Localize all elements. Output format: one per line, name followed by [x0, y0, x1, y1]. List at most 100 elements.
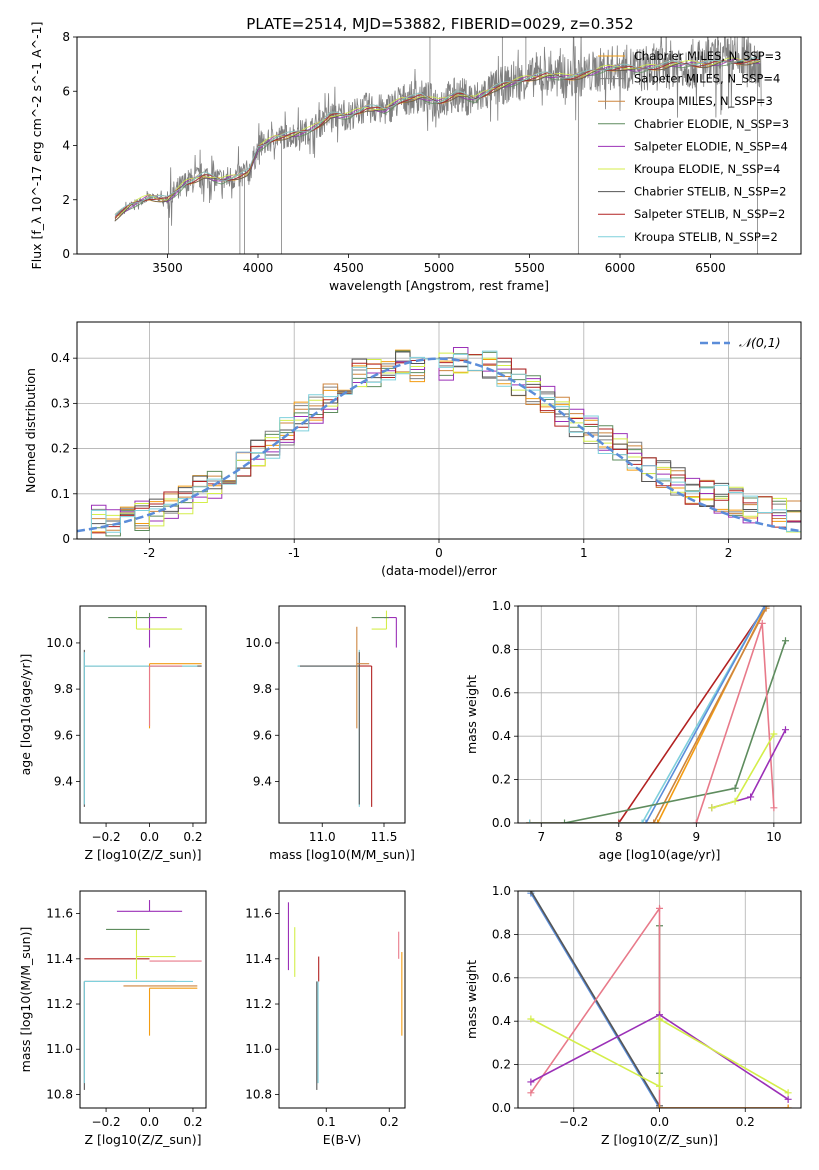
data-point-marker: [781, 726, 789, 734]
data-point-marker: [784, 1095, 792, 1103]
y-tick-label: 0.3: [51, 396, 70, 410]
x-tick-label: 0.2: [183, 1115, 202, 1129]
axes-frame: [517, 605, 802, 824]
data-point-marker: [761, 606, 769, 610]
data-point-marker: [770, 804, 778, 812]
data-point-marker: [638, 819, 646, 823]
x-tick-label: 0.1: [317, 1115, 336, 1129]
data-point-marker: [527, 1089, 535, 1097]
data-point-marker: [784, 1089, 792, 1097]
x-tick-label: 11.5: [371, 830, 398, 844]
errorbar-group: [287, 902, 403, 1090]
data-point-marker: [656, 1015, 663, 1023]
legend-label: Kroupa ELODIE, N_SSP=4: [634, 162, 780, 176]
mass-weight-vs-metallicity-plot: −0.2 0.0 0.2 0.0 0.2 0.4 0.6 0.8 1.0 Z [log10(Z/Z…: [464, 884, 802, 1147]
y-tick-label: 9.6: [253, 728, 272, 742]
axes-frame: [76, 36, 802, 255]
y-axis-label: mass weight: [464, 960, 479, 1039]
legend-label: Salpeter ELODIE, N_SSP=4: [634, 139, 788, 153]
legend-label: 𝒩(0,1): [739, 335, 781, 350]
y-tick-label: 0.4: [492, 729, 511, 743]
weight-series-line: [564, 640, 787, 823]
x-tick-label: 4500: [333, 261, 364, 275]
data-point-marker: [526, 819, 534, 823]
x-tick-label: 4000: [243, 261, 274, 275]
mass-weight-vs-age-plot: 7 8 9 10 0.0 0.2 0.4 0.6 0.8 1.0 age [log10(age/yr…: [464, 599, 802, 862]
x-tick-label: 3500: [152, 261, 183, 275]
y-tick-label: 0.0: [492, 816, 511, 830]
x-tick-label: 8: [615, 830, 623, 844]
y-tick-label: 1.0: [492, 599, 511, 613]
y-axis-label: Flux [f_λ 10^-17 erg cm^-2 s^-1 A^-1]: [29, 22, 44, 270]
weight-series-line: [529, 607, 767, 823]
age-vs-metallicity-plot: −0.2 0.0 0.2 9.4 9.6 9.8 10.0 Z [log10(Z/Z_sun)…: [18, 605, 207, 862]
histogram-series: [77, 350, 801, 539]
age-vs-mass-plot: 11.0 11.5 9.4 9.6 9.8 10.0 mass [log10(M/M_sun…: [245, 605, 415, 862]
weight-series-line: [530, 1017, 789, 1094]
y-tick-label: 4: [62, 139, 70, 153]
y-tick-label: 10.8: [46, 1087, 73, 1101]
histogram-series: [77, 351, 801, 539]
x-tick-label: 0.0: [650, 1115, 669, 1129]
data-point-marker: [656, 1104, 663, 1108]
x-tick-label: −0.2: [91, 1115, 120, 1129]
y-tick-label: 0.6: [492, 686, 511, 700]
legend-label: Salpeter STELIB, N_SSP=2: [634, 207, 785, 221]
weight-series-line: [530, 891, 661, 1107]
weight-series-line: [529, 606, 766, 823]
y-axis-label: Normed distribution: [23, 368, 38, 493]
y-tick-label: 8: [62, 30, 70, 44]
x-axis-label: Z [log10(Z/Z_sun)]: [85, 847, 202, 862]
x-axis-label: Z [log10(Z/Z_sun)]: [85, 1132, 202, 1147]
y-tick-label: 11.6: [46, 907, 73, 921]
y-axis-label: age [log10(age/yr)]: [18, 654, 33, 776]
x-tick-label: 5500: [514, 261, 545, 275]
y-tick-label: 9.8: [54, 682, 73, 696]
y-axis-label: mass [log10(M/M_sun)]: [18, 927, 33, 1073]
y-tick-label: 0.2: [492, 773, 511, 787]
series-group: [527, 891, 792, 1108]
weight-series-line: [529, 606, 767, 823]
x-axis-label: E(B-V): [323, 1132, 362, 1147]
x-tick-label: -2: [143, 546, 155, 560]
y-tick-label: 0.2: [51, 442, 70, 456]
data-point-marker: [527, 1078, 535, 1086]
x-tick-label: 0.2: [380, 1115, 399, 1129]
figure-title: PLATE=2514, MJD=53882, FIBERID=0029, z=0…: [246, 15, 633, 33]
data-point-marker: [692, 819, 700, 823]
x-tick-label: −0.2: [559, 1115, 588, 1129]
y-tick-label: 0.1: [51, 487, 70, 501]
histogram-series: [77, 347, 801, 539]
weight-series-line: [529, 606, 767, 823]
data-point-marker: [781, 637, 789, 645]
y-tick-label: 1.0: [492, 884, 511, 898]
y-tick-label: 6: [62, 84, 70, 98]
x-axis-label: age [log10(age/yr)]: [599, 847, 721, 862]
residual-histogram-plot: -2 -1 0 1 2 0 0.1 0.2 0.3 0.4 (data-model)/error No…: [23, 321, 802, 578]
y-tick-label: 11.6: [245, 907, 272, 921]
model-spectrum-line: [114, 57, 761, 216]
weight-series-line: [530, 905, 789, 1108]
x-tick-label: 10: [766, 830, 781, 844]
errorbar-group: [83, 900, 202, 1090]
x-tick-label: 0: [435, 546, 443, 560]
axes-frame: [278, 890, 406, 1109]
x-tick-label: 6000: [605, 261, 636, 275]
y-tick-label: 9.4: [54, 774, 73, 788]
y-tick-label: 0.8: [492, 927, 511, 941]
data-point-marker: [784, 1104, 792, 1108]
y-tick-label: 9.6: [54, 728, 73, 742]
x-tick-label: 11.0: [309, 830, 336, 844]
y-tick-label: 11.2: [245, 997, 272, 1011]
x-axis-label: wavelength [Angstrom, rest frame]: [329, 278, 549, 293]
y-tick-label: 0.4: [492, 1014, 511, 1028]
x-tick-label: 5000: [424, 261, 455, 275]
errorbar-group: [83, 610, 202, 807]
legend-label: Kroupa MILES, N_SSP=3: [634, 94, 773, 108]
x-axis-label: (data-model)/error: [381, 563, 498, 578]
data-point-marker: [642, 819, 650, 823]
errorbar-group: [297, 610, 397, 807]
data-point-marker: [650, 819, 658, 823]
x-tick-label: 0.0: [140, 830, 159, 844]
